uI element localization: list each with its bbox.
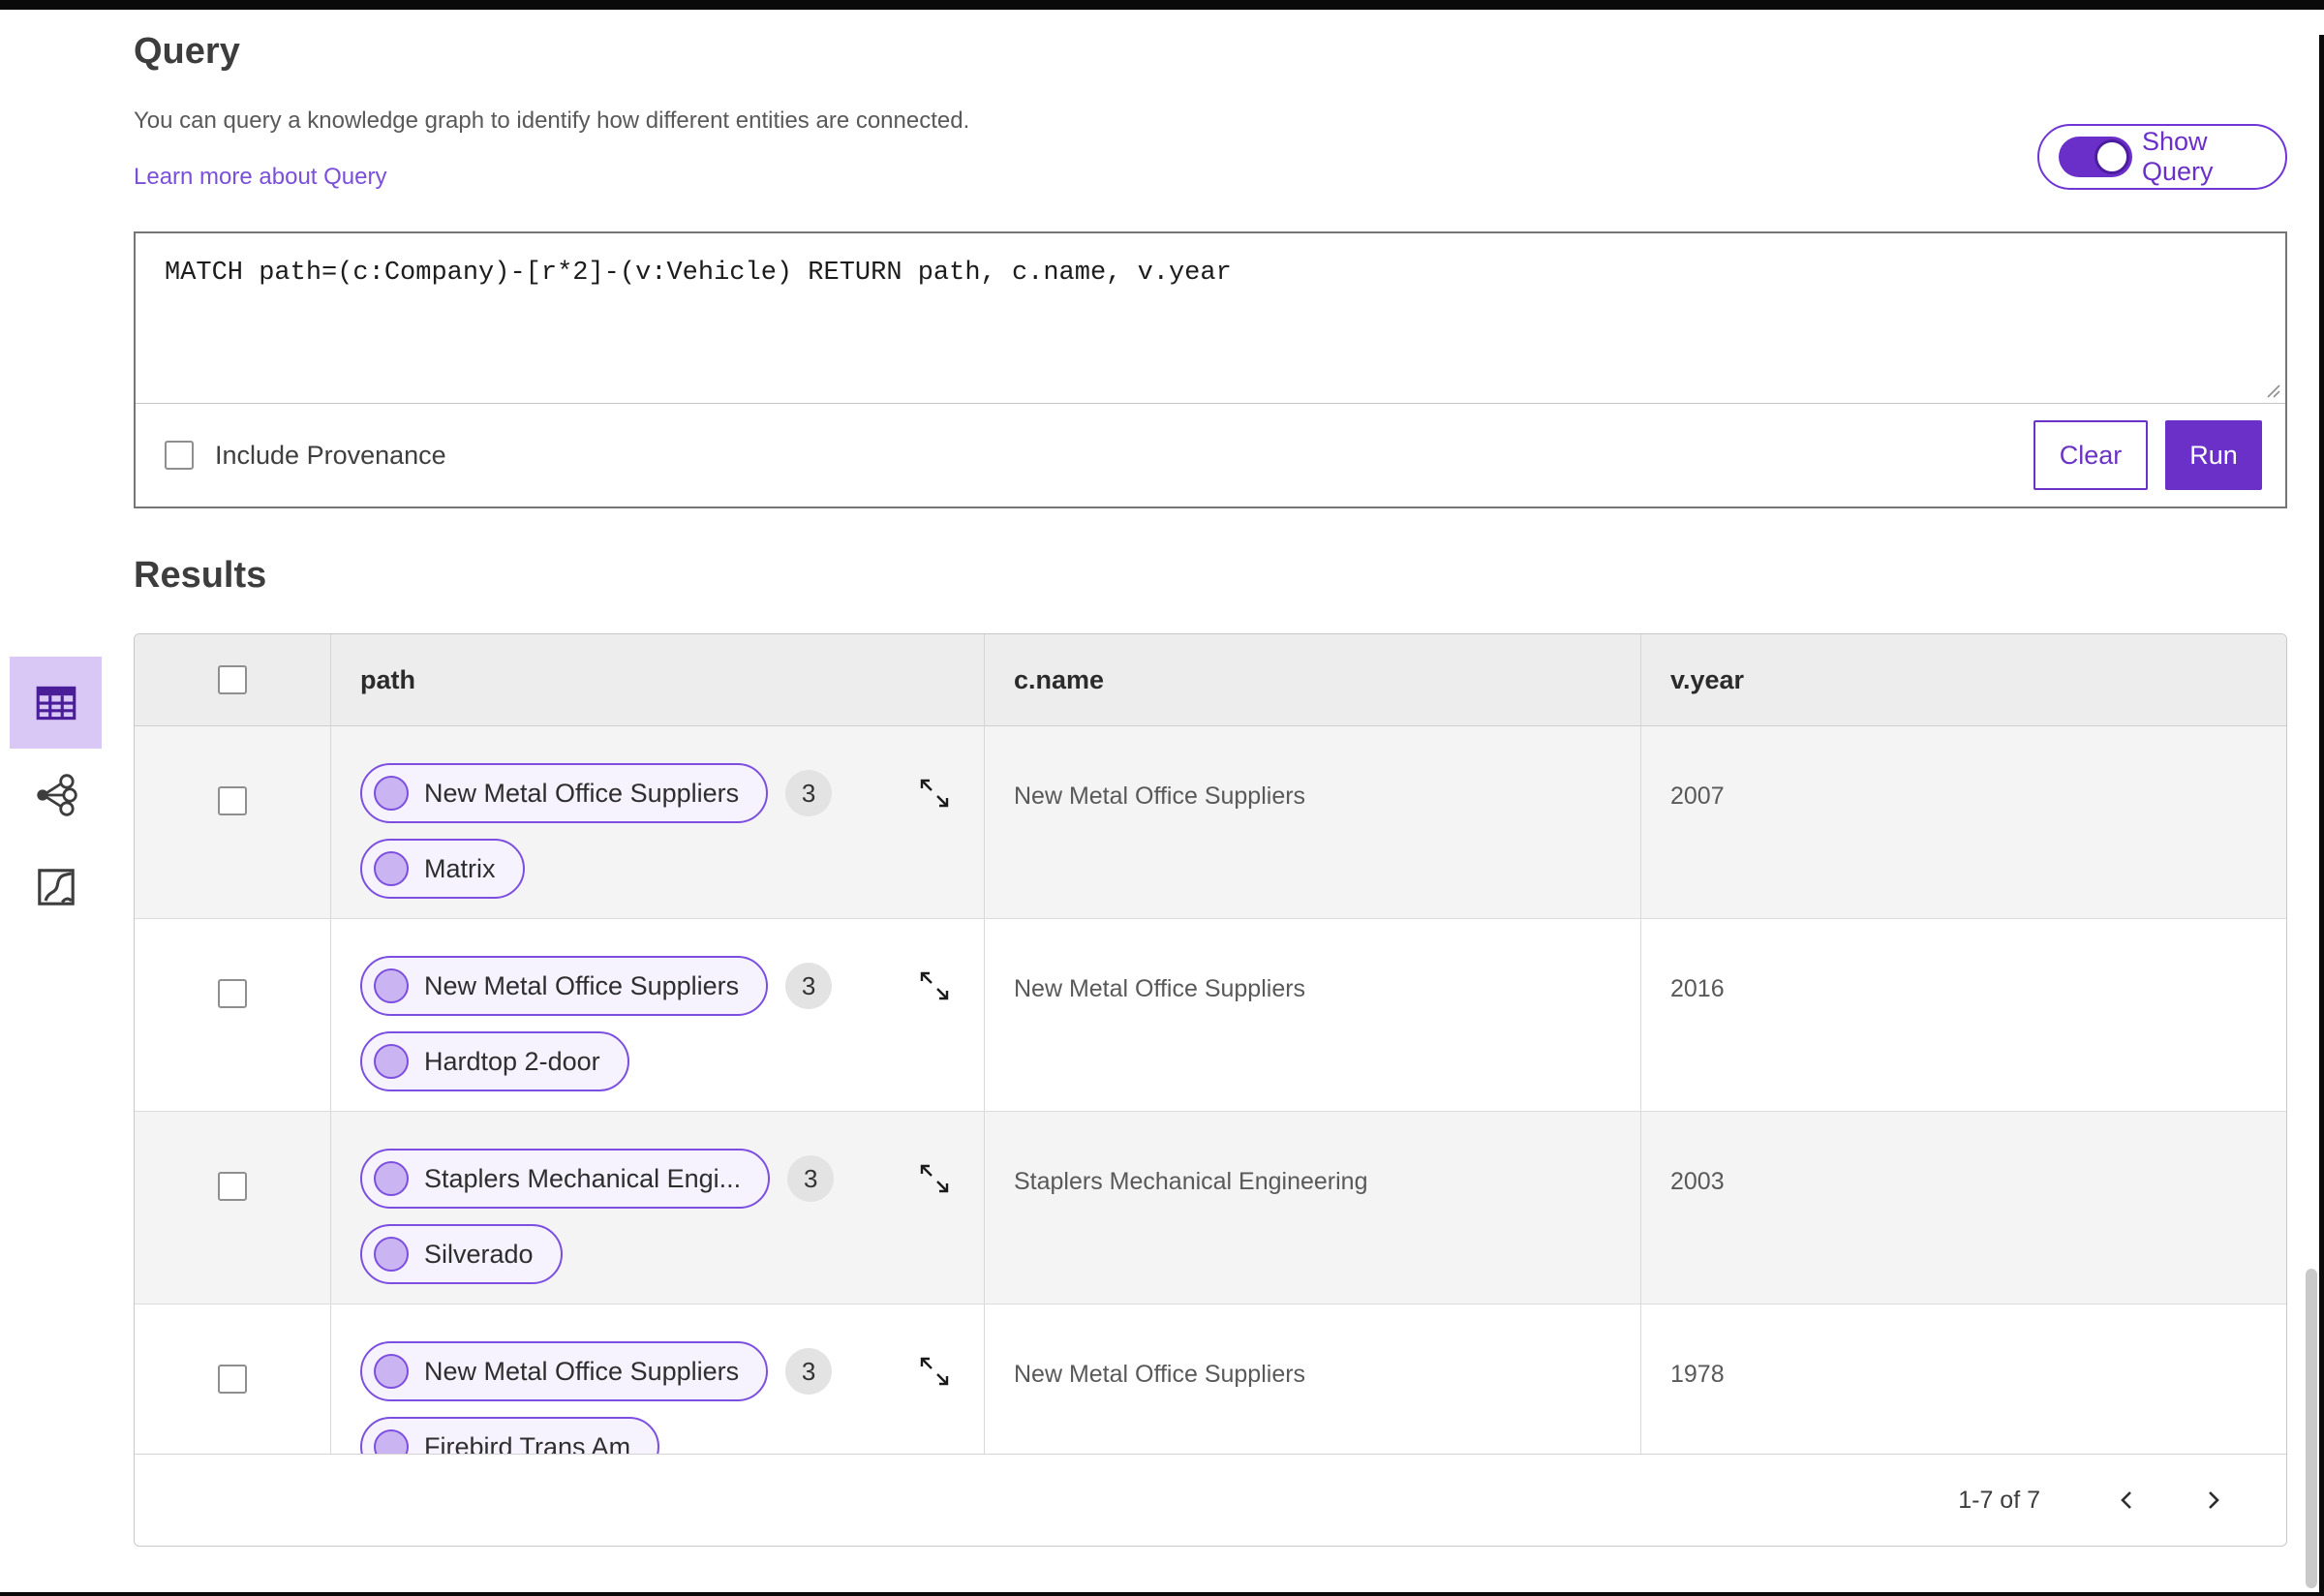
pill-label: New Metal Office Suppliers bbox=[424, 970, 740, 1000]
path-start-pill[interactable]: New Metal Office Suppliers bbox=[360, 1341, 769, 1401]
include-provenance-label: Include Provenance bbox=[215, 440, 446, 470]
pill-label: Staplers Mechanical Engi... bbox=[424, 1163, 742, 1193]
row-checkbox[interactable] bbox=[218, 979, 247, 1008]
graph-view-icon[interactable] bbox=[10, 749, 102, 841]
pagination-next-icon[interactable] bbox=[2193, 1481, 2232, 1519]
path-end-pill[interactable]: Silverado bbox=[360, 1224, 563, 1284]
row-checkbox[interactable] bbox=[218, 1365, 247, 1394]
query-footer: Include Provenance Clear Run bbox=[136, 404, 2285, 506]
results-table: path c.name v.year New Metal Office Supp… bbox=[134, 633, 2287, 1547]
path-start-pill[interactable]: Staplers Mechanical Engi... bbox=[360, 1149, 771, 1209]
node-icon bbox=[374, 1044, 409, 1079]
row-checkbox[interactable] bbox=[218, 1172, 247, 1201]
path-end-pill[interactable]: Hardtop 2-door bbox=[360, 1031, 629, 1091]
path-count-badge: 3 bbox=[787, 1155, 835, 1202]
table-pagination: 1-7 of 7 bbox=[135, 1454, 2286, 1546]
path-count-badge: 3 bbox=[785, 770, 833, 816]
column-header-vyear[interactable]: v.year bbox=[1640, 634, 2286, 725]
results-title: Results bbox=[134, 555, 267, 596]
toggle-knob[interactable] bbox=[2095, 139, 2129, 174]
clear-button[interactable]: Clear bbox=[2034, 420, 2148, 490]
pagination-label: 1-7 of 7 bbox=[1958, 1486, 2040, 1514]
select-all-checkbox[interactable] bbox=[218, 665, 247, 694]
vyear-cell: 1978 bbox=[1640, 1304, 2286, 1454]
window-top-bar bbox=[0, 0, 2324, 10]
query-panel: MATCH path=(c:Company)-[r*2]-(v:Vehicle)… bbox=[134, 231, 2287, 508]
pill-label: Silverado bbox=[424, 1239, 534, 1269]
pill-label: New Metal Office Suppliers bbox=[424, 778, 740, 808]
pill-label: Hardtop 2-door bbox=[424, 1046, 600, 1076]
node-icon bbox=[374, 1237, 409, 1272]
show-query-toggle[interactable]: Show Query bbox=[2037, 124, 2287, 190]
path-count-badge: 3 bbox=[785, 1348, 833, 1395]
path-end-pill[interactable]: Matrix bbox=[360, 839, 525, 899]
row-checkbox[interactable] bbox=[218, 786, 247, 815]
expand-icon[interactable] bbox=[914, 1351, 955, 1398]
path-count-badge: 3 bbox=[785, 963, 833, 1009]
table-row: New Metal Office Suppliers 3 Matrix New … bbox=[135, 726, 2286, 919]
table-view-icon[interactable] bbox=[10, 657, 102, 749]
table-header-row: path c.name v.year bbox=[135, 634, 2286, 726]
table-body: New Metal Office Suppliers 3 Matrix New … bbox=[135, 726, 2286, 1454]
path-start-pill[interactable]: New Metal Office Suppliers bbox=[360, 956, 769, 1016]
pill-label: Matrix bbox=[424, 853, 496, 883]
table-row: New Metal Office Suppliers 3 Hardtop 2-d… bbox=[135, 919, 2286, 1112]
query-textarea[interactable]: MATCH path=(c:Company)-[r*2]-(v:Vehicle)… bbox=[136, 233, 2285, 404]
pagination-prev-icon[interactable] bbox=[2108, 1481, 2147, 1519]
vyear-cell: 2016 bbox=[1640, 919, 2286, 1111]
node-icon bbox=[374, 776, 409, 811]
include-provenance-checkbox[interactable] bbox=[165, 441, 194, 470]
toggle-switch-on[interactable] bbox=[2059, 137, 2132, 177]
node-icon bbox=[374, 1161, 409, 1196]
resize-grip-icon[interactable] bbox=[2262, 380, 2281, 399]
path-start-pill[interactable]: New Metal Office Suppliers bbox=[360, 763, 769, 823]
cname-cell: New Metal Office Suppliers bbox=[984, 1304, 1640, 1454]
table-row: New Metal Office Suppliers 3 Firebird Tr… bbox=[135, 1304, 2286, 1454]
pill-label: New Metal Office Suppliers bbox=[424, 1356, 740, 1386]
column-header-path[interactable]: path bbox=[330, 634, 984, 725]
expand-icon[interactable] bbox=[914, 966, 955, 1013]
learn-more-link[interactable]: Learn more about Query bbox=[134, 164, 387, 190]
expand-icon[interactable] bbox=[914, 1158, 955, 1206]
show-query-label: Show Query bbox=[2142, 127, 2214, 186]
node-icon bbox=[374, 851, 409, 886]
results-view-switcher bbox=[10, 657, 102, 933]
node-icon bbox=[374, 968, 409, 1003]
page-title: Query bbox=[134, 31, 240, 72]
vertical-scrollbar[interactable] bbox=[2306, 1269, 2317, 1588]
run-button[interactable]: Run bbox=[2165, 420, 2262, 490]
vyear-cell: 2003 bbox=[1640, 1112, 2286, 1304]
expand-icon[interactable] bbox=[914, 773, 955, 820]
window-bottom-border bbox=[0, 1592, 2324, 1596]
map-view-icon[interactable] bbox=[10, 841, 102, 933]
path-end-pill[interactable]: Firebird Trans Am bbox=[360, 1417, 660, 1455]
node-icon bbox=[374, 1429, 409, 1454]
pill-label: Firebird Trans Am bbox=[424, 1431, 631, 1455]
window-right-border bbox=[2319, 35, 2324, 1596]
cname-cell: New Metal Office Suppliers bbox=[984, 726, 1640, 918]
table-row: Staplers Mechanical Engi... 3 Silverado … bbox=[135, 1112, 2286, 1304]
page-description: You can query a knowledge graph to ident… bbox=[134, 107, 970, 134]
cname-cell: New Metal Office Suppliers bbox=[984, 919, 1640, 1111]
vyear-cell: 2007 bbox=[1640, 726, 2286, 918]
node-icon bbox=[374, 1354, 409, 1389]
query-text[interactable]: MATCH path=(c:Company)-[r*2]-(v:Vehicle)… bbox=[165, 259, 1232, 288]
column-header-cname[interactable]: c.name bbox=[984, 634, 1640, 725]
cname-cell: Staplers Mechanical Engineering bbox=[984, 1112, 1640, 1304]
